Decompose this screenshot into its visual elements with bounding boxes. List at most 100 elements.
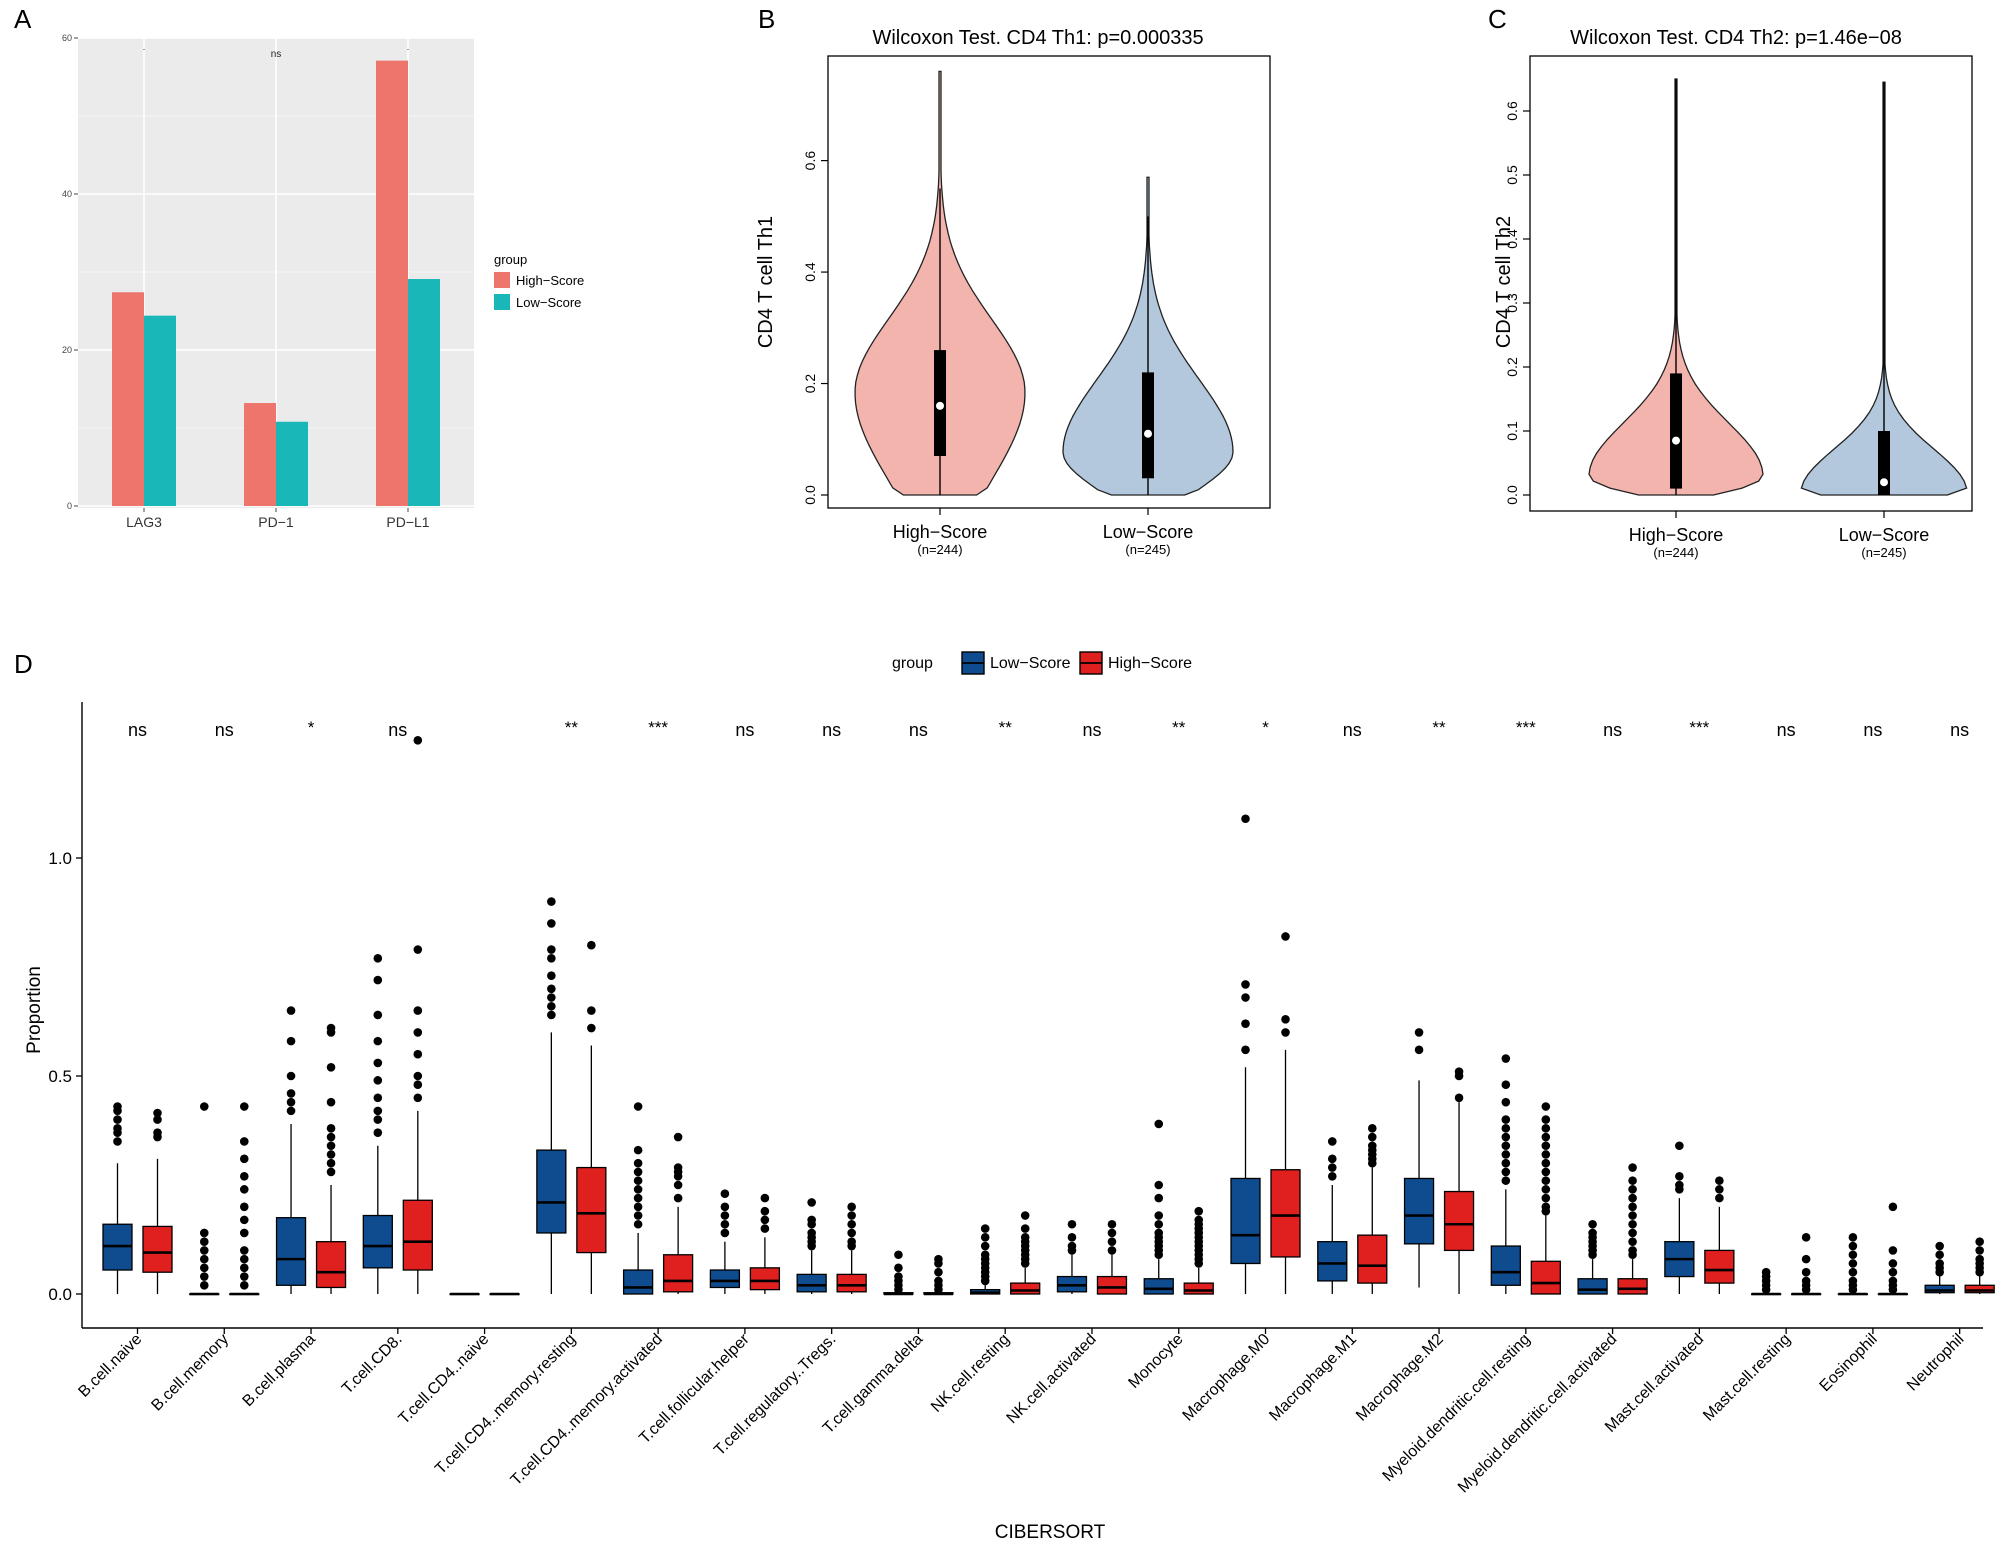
x-tick-label: Macrophage.M2 — [1353, 1331, 1447, 1425]
y-axis-label: CD4 T cell Th1 — [755, 216, 777, 348]
x-tick-label: T.cell.CD8. — [339, 1331, 406, 1398]
outlier-point — [1888, 1259, 1898, 1268]
legend-swatch-low-score — [494, 294, 510, 310]
significance-label: ns — [1950, 720, 1969, 740]
outlier-point — [720, 1228, 730, 1238]
box-chart-panel-d: group Low−Score High−Score Proportion CI… — [24, 651, 1995, 1543]
significance-label: ** — [1432, 718, 1446, 737]
outlier-point — [199, 1228, 209, 1238]
x-tick-label: High−Score — [1629, 525, 1724, 545]
median-point — [1144, 429, 1152, 438]
legend-label-high-score: High−Score — [1108, 655, 1192, 672]
outlier-point — [1761, 1267, 1771, 1277]
box-high-score — [1964, 1284, 1995, 1294]
outlier-point — [847, 1228, 856, 1238]
outlier-point — [286, 1089, 296, 1098]
y-tick-label: 0.5 — [48, 1067, 72, 1086]
box-high-score — [1183, 1282, 1214, 1295]
outlier-point — [153, 1128, 162, 1137]
outlier-point — [934, 1254, 943, 1264]
outlier-point — [413, 1071, 423, 1081]
outlier-point — [547, 945, 556, 954]
box — [1670, 373, 1682, 489]
outlier-point — [1888, 1267, 1898, 1277]
outlier-point — [1367, 1124, 1377, 1133]
outlier-point — [1501, 1097, 1511, 1107]
outlier-point — [1414, 1045, 1424, 1055]
outlier-point — [673, 1180, 683, 1190]
outlier-point — [1281, 932, 1290, 941]
outlier-point — [1501, 1150, 1511, 1159]
significance-label: ns — [128, 720, 147, 740]
outlier-point — [1888, 1202, 1898, 1212]
median-point — [1672, 436, 1680, 445]
outlier-point — [286, 1036, 296, 1046]
outlier-point — [1715, 1185, 1724, 1194]
outlier-point — [1107, 1228, 1117, 1238]
outlier-point — [1501, 1167, 1511, 1177]
outlier-point — [239, 1228, 249, 1238]
box-low-score — [1403, 1177, 1435, 1245]
box-low-score — [1577, 1278, 1608, 1295]
outlier-point — [373, 1115, 383, 1124]
outlier-point — [1067, 1219, 1077, 1229]
outlier-point — [1501, 1176, 1511, 1185]
outlier-point — [199, 1102, 209, 1111]
outlier-point — [1848, 1276, 1858, 1286]
y-tick-label: 0.0 — [48, 1285, 72, 1304]
outlier-point — [1107, 1237, 1117, 1246]
outlier-point — [1935, 1241, 1944, 1251]
violins: 0.0 0.1 0.2 0.3 0.4 0.5 0.6 High−Score(n=244) Lo… — [1504, 78, 1968, 560]
outlier-point — [847, 1219, 856, 1229]
outlier-point — [373, 975, 383, 985]
outlier-point — [1975, 1237, 1984, 1246]
outlier-point — [633, 1102, 643, 1111]
outlier-point — [587, 1006, 596, 1015]
outlier-point — [633, 1202, 643, 1212]
outlier-point — [1154, 1193, 1164, 1203]
significance-label: ns — [271, 49, 282, 60]
x-tick-label: T.cell.CD4..naive — [396, 1331, 493, 1428]
box-high-score — [1010, 1282, 1041, 1295]
y-tick-label: 0.6 — [1504, 101, 1520, 121]
outlier-point — [633, 1176, 643, 1185]
outlier-point — [807, 1228, 816, 1238]
significance-labels: · ns · — [143, 44, 410, 60]
outlier-point — [587, 1023, 596, 1033]
outlier-point — [239, 1215, 249, 1225]
outlier-point — [760, 1193, 770, 1203]
box-low-score — [709, 1269, 741, 1289]
outlier-point — [587, 940, 596, 950]
outlier-point — [1848, 1267, 1858, 1277]
legend-label-low-score: Low−Score — [990, 655, 1071, 672]
outlier-point — [1628, 1219, 1637, 1229]
outlier-point — [1801, 1254, 1811, 1264]
outlier-point — [1975, 1254, 1984, 1264]
outlier-point — [1067, 1241, 1077, 1251]
outlier-point — [1801, 1267, 1811, 1277]
x-tick-label: Myeloid.dendritic.cell.activated — [1455, 1331, 1620, 1496]
outlier-point — [760, 1215, 770, 1225]
bar-high-score — [112, 292, 144, 506]
outlier-point — [1541, 1124, 1551, 1133]
box-low-score — [275, 1217, 307, 1286]
outlier-point — [547, 1010, 556, 1020]
outlier-point — [807, 1215, 816, 1225]
y-axis-label: CD4 T cell Th2 — [1493, 216, 1515, 348]
outlier-point — [113, 1115, 122, 1124]
outlier-point — [1107, 1219, 1117, 1229]
outlier-point — [326, 1023, 336, 1033]
outlier-point — [1327, 1137, 1337, 1146]
outlier-point — [373, 1010, 383, 1020]
outlier-point — [894, 1272, 903, 1281]
outlier-point — [673, 1132, 683, 1142]
box-low-score — [1490, 1245, 1521, 1286]
box-low-score — [1317, 1241, 1348, 1282]
outlier-point — [1848, 1250, 1858, 1260]
outlier-point — [413, 1049, 423, 1059]
outlier-point — [239, 1280, 249, 1290]
significance-label: ns — [1603, 720, 1622, 740]
box-low-score — [1143, 1278, 1174, 1295]
outlier-point — [1327, 1154, 1337, 1164]
x-tick-label: T.cell.CD4..memory.resting — [432, 1331, 579, 1478]
